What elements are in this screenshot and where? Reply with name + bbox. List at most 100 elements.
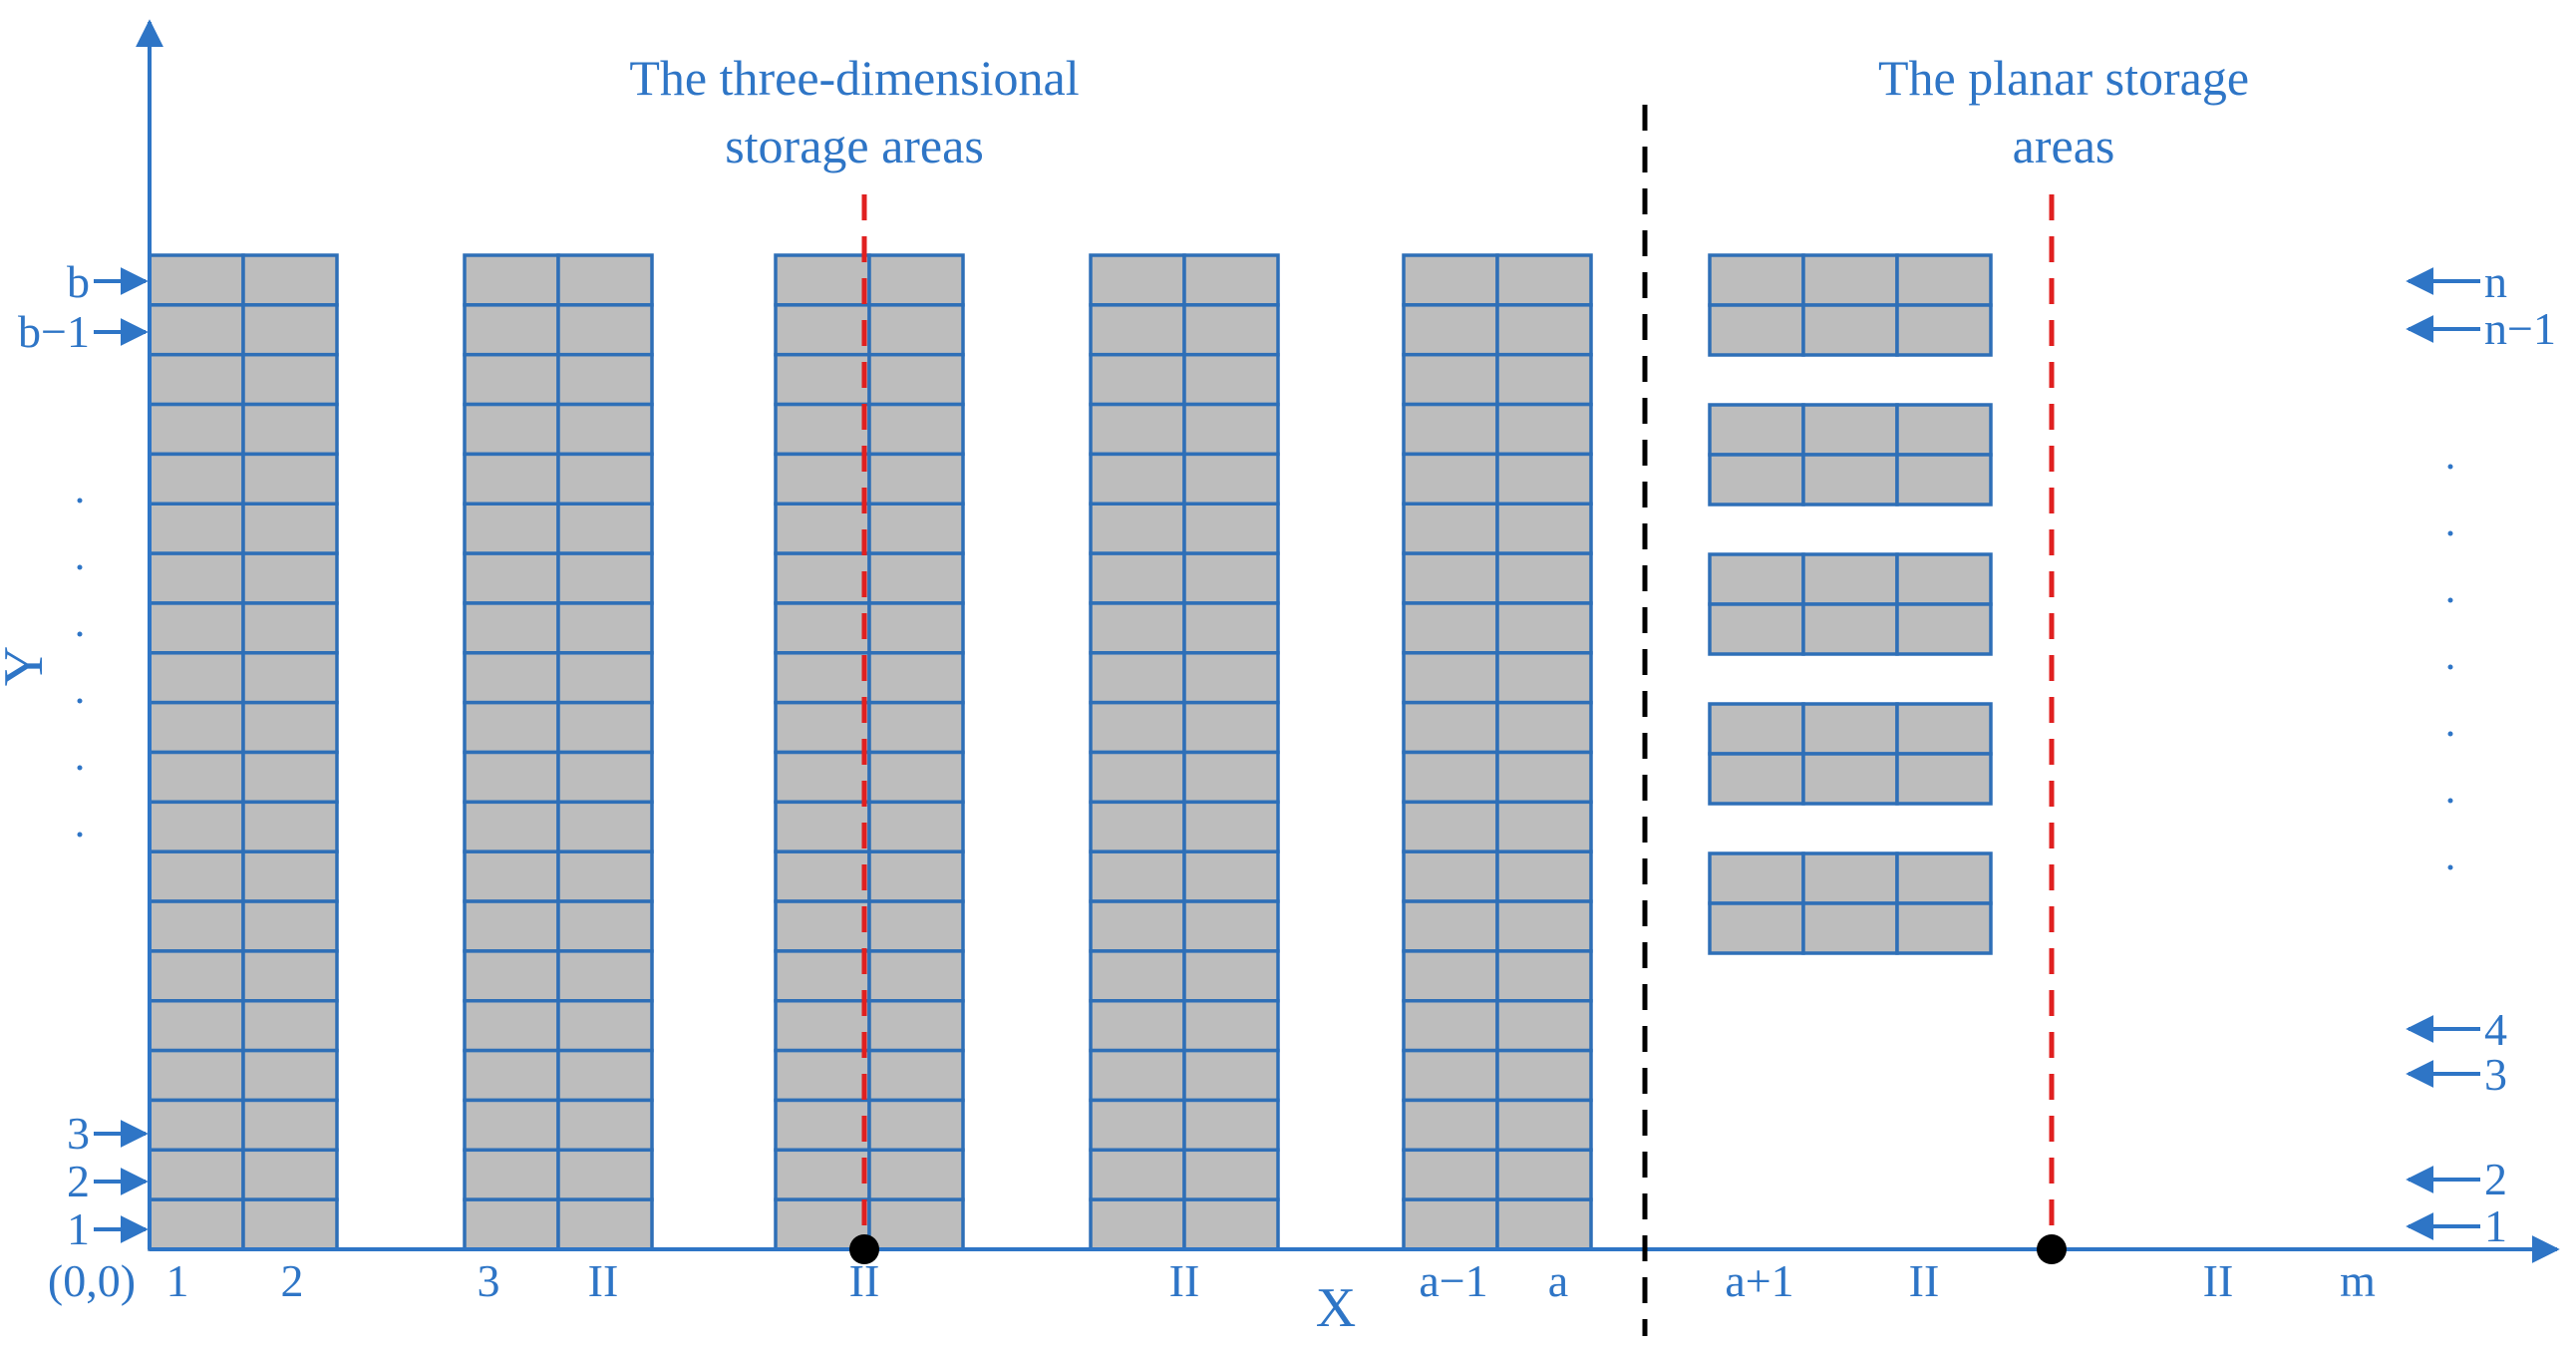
storage-cell [867, 949, 965, 1003]
storage-cell [774, 303, 871, 357]
storage-cell [867, 253, 965, 307]
storage-cell [463, 253, 560, 307]
storage-cell [1801, 752, 1899, 806]
storage-cell [774, 502, 871, 555]
storage-cell [241, 1148, 339, 1201]
storage-cell [867, 899, 965, 953]
storage-cell [774, 999, 871, 1053]
storage-cell [463, 452, 560, 506]
storage-cell [148, 303, 245, 357]
storage-cell [148, 1048, 245, 1103]
storage-cell [1402, 1048, 1499, 1103]
storage-cell [1089, 1148, 1186, 1201]
storage-cell [1402, 601, 1499, 655]
storage-cell [1402, 303, 1499, 357]
ellipsis-dot [2447, 864, 2453, 870]
storage-cell [1495, 750, 1593, 805]
storage-cell [774, 700, 871, 755]
storage-cell [1182, 750, 1280, 805]
storage-cell [867, 999, 965, 1053]
ellipsis-dot [2447, 798, 2453, 804]
storage-cell [463, 999, 560, 1053]
storage-cell [148, 999, 245, 1053]
three-d-area-title-line1: The three-dimensional [629, 50, 1079, 106]
storage-cell [1895, 403, 1993, 457]
x-tick-labels: 1 2 3 II II II a−1 a a+1 II II m [166, 1255, 2377, 1306]
storage-cell [1182, 999, 1280, 1053]
storage-cell [1402, 750, 1499, 805]
storage-cell [148, 1197, 245, 1251]
ellipsis-dot [77, 765, 83, 771]
y-axis-label: Y [0, 646, 55, 686]
storage-cell [774, 1098, 871, 1153]
storage-cell [774, 253, 871, 307]
storage-cell [1495, 899, 1593, 953]
storage-cell [1089, 1197, 1186, 1251]
storage-cell [463, 1048, 560, 1103]
storage-cell [774, 1148, 871, 1201]
storage-cell [1182, 1148, 1280, 1201]
storage-cell [556, 849, 654, 903]
storage-cell [1182, 651, 1280, 705]
storage-cell [148, 402, 245, 457]
storage-cell [463, 1098, 560, 1153]
storage-cell [1182, 601, 1280, 655]
storage-cell [241, 253, 339, 307]
storage-cell [463, 1197, 560, 1251]
storage-cell [1801, 253, 1899, 307]
storage-cell [1495, 800, 1593, 853]
storage-cell [867, 452, 965, 506]
left-row-labels: b b−1 3 2 1 [18, 256, 90, 1254]
storage-cell [867, 800, 965, 853]
storage-cell [1495, 452, 1593, 506]
io-point-3d [849, 1234, 879, 1264]
storage-cell [1182, 551, 1280, 605]
storage-cell [1182, 502, 1280, 555]
storage-cell [241, 700, 339, 755]
storage-cell [556, 303, 654, 357]
storage-cell [867, 1197, 965, 1251]
storage-cell [1895, 602, 1993, 656]
storage-cell [1495, 651, 1593, 705]
storage-cell [463, 352, 560, 407]
storage-cell [1402, 999, 1499, 1053]
storage-cell [1708, 602, 1805, 656]
storage-cell [1182, 303, 1280, 357]
right-row-arrows [2406, 267, 2480, 1240]
x-tick-label: a+1 [1725, 1255, 1793, 1306]
storage-cell [1089, 899, 1186, 953]
storage-cell [1801, 602, 1899, 656]
storage-cell [1895, 901, 1993, 955]
storage-cell [148, 949, 245, 1003]
storage-cell [1708, 851, 1805, 905]
storage-cell [148, 452, 245, 506]
left-row-label-b-minus-1: b−1 [18, 306, 90, 357]
storage-cell [148, 1148, 245, 1201]
storage-cell [774, 551, 871, 605]
storage-cell [556, 800, 654, 853]
storage-cell [556, 1197, 654, 1251]
storage-cell [1182, 800, 1280, 853]
x-tick-label: a−1 [1419, 1255, 1487, 1306]
x-tick-label: II [849, 1255, 880, 1306]
storage-cell [241, 800, 339, 853]
right-row-label-n-minus-1: n−1 [2484, 303, 2556, 354]
storage-cell [774, 651, 871, 705]
rack-column [463, 253, 654, 1251]
storage-cell [1708, 453, 1805, 507]
storage-cell [463, 402, 560, 457]
storage-cell [867, 849, 965, 903]
x-tick-label: a [1548, 1255, 1568, 1306]
storage-cell [1708, 303, 1805, 357]
storage-cell [1495, 999, 1593, 1053]
storage-cell [463, 949, 560, 1003]
storage-cell [1089, 700, 1186, 755]
storage-cell [148, 253, 245, 307]
storage-cell [1182, 849, 1280, 903]
storage-cell [463, 700, 560, 755]
storage-cell [1182, 1197, 1280, 1251]
storage-cell [1402, 452, 1499, 506]
storage-cell [1708, 403, 1805, 457]
ellipsis-dot [2447, 530, 2453, 536]
storage-cell [1495, 1048, 1593, 1103]
